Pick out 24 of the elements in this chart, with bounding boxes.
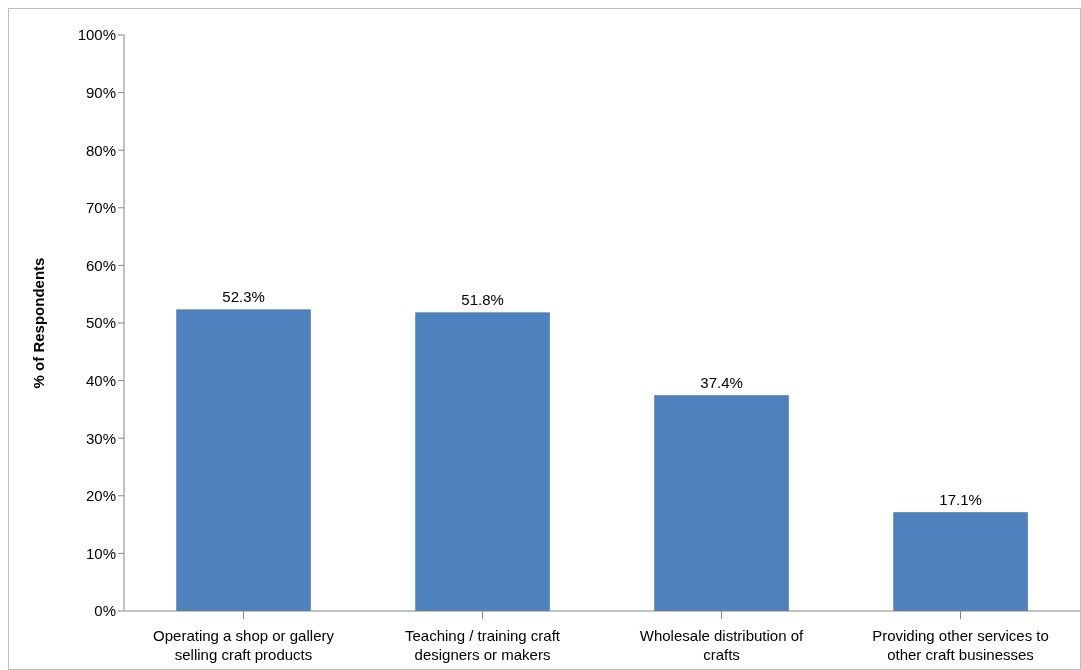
y-tick-label: 30% bbox=[85, 429, 116, 447]
x-tick-label: Providing other services to other craft businesses bbox=[872, 627, 1049, 663]
y-tick-label: 0% bbox=[94, 602, 116, 620]
y-tick-label: 50% bbox=[85, 314, 116, 332]
x-tick-label: Operating a shop or gallery selling craft products bbox=[153, 627, 335, 663]
y-tick-label: 10% bbox=[85, 544, 116, 562]
data-label: 37.4% bbox=[700, 373, 743, 391]
x-tick-label: Teaching / training craft designers or makers bbox=[404, 627, 561, 663]
data-label: 52.3% bbox=[222, 287, 265, 305]
y-tick-label: 70% bbox=[85, 199, 116, 217]
bar bbox=[176, 309, 311, 611]
bar bbox=[415, 312, 550, 611]
y-tick-label: 60% bbox=[85, 256, 116, 274]
y-tick-label: 80% bbox=[85, 141, 116, 159]
x-tick-label: Wholesale distribution of crafts bbox=[639, 627, 805, 663]
y-tick-label: 20% bbox=[85, 487, 116, 505]
y-tick-label: 100% bbox=[77, 26, 116, 44]
y-axis-title: % of Respondents bbox=[30, 257, 48, 389]
y-tick-label: 90% bbox=[85, 83, 116, 101]
data-label: 17.1% bbox=[939, 490, 982, 508]
bar bbox=[654, 395, 789, 611]
data-label: 51.8% bbox=[461, 290, 504, 308]
bar bbox=[893, 512, 1028, 611]
y-tick-label: 40% bbox=[85, 371, 116, 389]
